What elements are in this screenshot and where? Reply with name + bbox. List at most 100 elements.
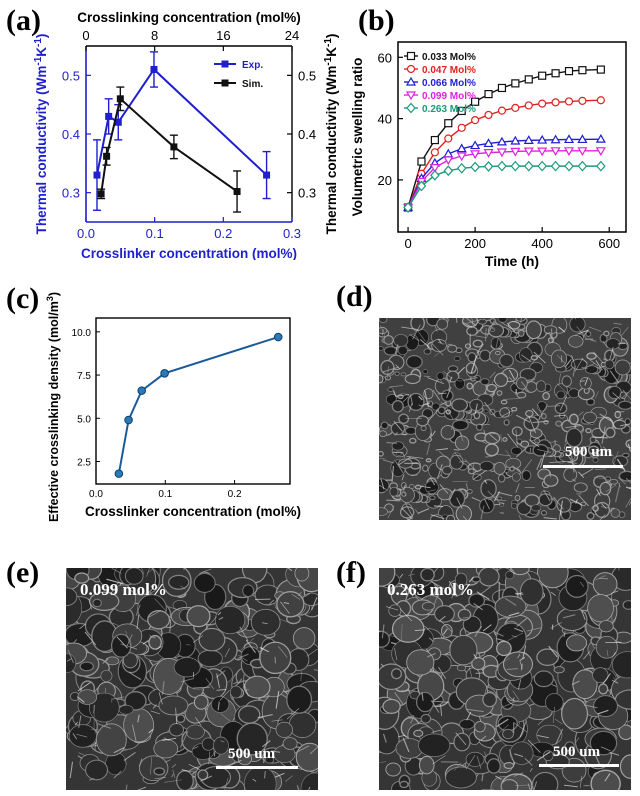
sem-ridge (487, 490, 501, 504)
sem-ridge (408, 573, 415, 577)
sem-ridge (391, 465, 395, 482)
sem-ridge (309, 746, 318, 755)
sem-ridge (527, 378, 536, 384)
sem-ridge (77, 755, 83, 759)
sem-ridge (575, 499, 578, 504)
sem-ridge (551, 683, 557, 687)
sem-pore (586, 352, 597, 360)
sem-ridge (137, 786, 147, 790)
sem-ridge (406, 456, 424, 459)
sem-ridge (442, 628, 448, 635)
sem-pore (495, 351, 501, 356)
sem-ridge (493, 503, 505, 506)
sem-pore (511, 502, 518, 509)
sem-ridge (168, 606, 181, 611)
sem-ridge (454, 762, 462, 771)
sem-ridge (430, 580, 445, 589)
data-point (523, 147, 534, 157)
data-point (457, 106, 466, 116)
data-point (416, 180, 427, 192)
sem-ridge (112, 696, 125, 700)
sem-ridge (224, 777, 229, 790)
sem-pore (153, 767, 166, 776)
sem-ridge (565, 452, 572, 460)
sem-ridge (470, 355, 478, 374)
sem-ridge (620, 326, 629, 337)
sem-ridge (506, 668, 518, 670)
sem-ridge (524, 757, 533, 766)
sem-pore (422, 464, 429, 472)
sem-ridge (194, 716, 202, 727)
sem-ridge (150, 585, 154, 590)
sem-ridge (220, 740, 225, 743)
sem-ridge (537, 449, 552, 453)
sem-ridge (154, 598, 167, 612)
sem-pore (605, 427, 616, 439)
data-point (443, 165, 454, 177)
sem-ridge (434, 350, 443, 357)
sem-ridge (595, 390, 599, 399)
legend-label: 0.047 Mol% (422, 65, 476, 76)
sem-ridge (566, 415, 570, 423)
sem-ridge (532, 354, 540, 363)
sem-pore (66, 587, 78, 607)
sem-pore (618, 724, 631, 741)
y-tick-label: 10.0 (72, 328, 92, 339)
sem-pore (173, 657, 201, 678)
sem-pore (541, 413, 547, 420)
sem-ridge (570, 455, 575, 473)
sem-pore (433, 605, 455, 623)
sem-ridge (113, 747, 125, 754)
sem-pore (214, 605, 246, 635)
data-point (103, 152, 111, 160)
sem-ridge (589, 326, 602, 332)
sem-ridge (439, 378, 443, 385)
sem-ridge (387, 505, 395, 519)
sem-ridge (529, 447, 531, 454)
sem-ridge (513, 772, 524, 777)
sem-ridge (380, 325, 386, 336)
sem-ridge (581, 468, 594, 476)
sem-ridge (154, 777, 166, 779)
sem-ridge (102, 658, 109, 664)
sem-ridge (580, 380, 585, 382)
sem-ridge (572, 478, 576, 482)
sem-ridge (519, 660, 523, 669)
sem-ridge (431, 700, 440, 713)
sem-ridge (621, 392, 629, 399)
data-point (470, 140, 481, 150)
sem-ridge (382, 733, 387, 743)
sem-ridge (485, 455, 493, 458)
sem-ridge (451, 589, 456, 599)
sem-ridge (476, 327, 484, 334)
data-point (429, 164, 440, 173)
sem-ridge (111, 568, 122, 574)
sem-ridge (466, 711, 472, 721)
sem-ridge (597, 709, 609, 715)
sem-pore (456, 664, 467, 672)
sem-pore (555, 420, 562, 427)
sem-pore (453, 732, 471, 752)
sem-ridge (565, 425, 581, 429)
sem-ridge (432, 343, 444, 356)
sem-ridge (94, 741, 96, 751)
data-point (596, 96, 605, 105)
sem-ridge (427, 489, 436, 493)
sem-ridge (536, 457, 543, 471)
sem-ridge (581, 358, 588, 364)
sem-pore (550, 349, 568, 368)
sem-pore (599, 481, 612, 496)
sem-ridge (612, 392, 621, 400)
panel-label-a: (a) (6, 4, 41, 37)
sem-pore (466, 489, 473, 494)
sem-pore (578, 446, 585, 453)
sem-pore (186, 724, 205, 740)
sem-ridge (465, 754, 476, 770)
sem-pore (556, 497, 572, 513)
sem-pore (404, 426, 417, 435)
sem-texture-d (379, 318, 631, 520)
data-point (484, 89, 493, 99)
sem-pore (521, 469, 532, 481)
sem-pore (499, 407, 511, 418)
sem-ridge (609, 418, 617, 430)
